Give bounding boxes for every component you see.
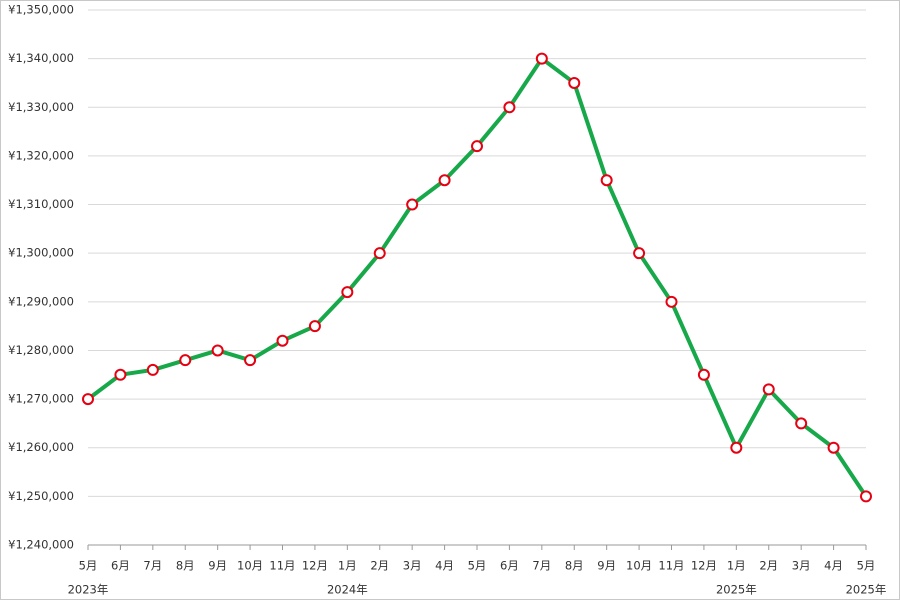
x-tick-label: 2月 (759, 559, 778, 573)
marker (503, 101, 516, 114)
marker (179, 354, 192, 367)
y-tick-label: ¥1,240,000 (8, 538, 74, 552)
year-label: 2023年 (68, 583, 109, 597)
x-tick-label: 5月 (857, 559, 876, 573)
x-tick-label: 8月 (565, 559, 584, 573)
marker (795, 417, 808, 430)
x-tick-label: 1月 (338, 559, 357, 573)
x-tick-label: 1月 (727, 559, 746, 573)
x-tick-label: 8月 (176, 559, 195, 573)
marker (82, 393, 94, 406)
marker (471, 140, 483, 153)
year-label: 2025年 (846, 583, 887, 597)
x-tick-label: 3月 (792, 559, 811, 573)
x-tick-label: 3月 (403, 559, 422, 573)
x-tick-label: 4月 (435, 559, 454, 573)
marker (762, 383, 775, 396)
marker (860, 490, 872, 503)
y-tick-label: ¥1,270,000 (8, 392, 74, 406)
x-tick-label: 5月 (79, 559, 98, 573)
x-tick-label: 11月 (269, 559, 295, 573)
marker (568, 76, 581, 89)
x-tick-label: 9月 (597, 559, 616, 573)
marker (146, 363, 159, 376)
year-label: 2024年 (327, 583, 368, 597)
x-tick-label: 12月 (691, 559, 717, 573)
y-tick-label: ¥1,250,000 (8, 489, 74, 503)
x-tick-label: 7月 (532, 559, 551, 573)
marker (341, 286, 354, 299)
x-tick-label: 2月 (370, 559, 389, 573)
x-tick-label: 12月 (302, 559, 328, 573)
marker (600, 174, 613, 187)
marker (665, 295, 678, 308)
marker (211, 344, 224, 357)
marker (827, 441, 840, 454)
marker (373, 247, 386, 260)
marker (244, 354, 257, 367)
x-tick-label: 4月 (824, 559, 843, 573)
marker (697, 368, 710, 381)
year-label: 2025年 (716, 583, 757, 597)
marker (276, 334, 289, 347)
y-tick-label: ¥1,290,000 (8, 294, 74, 308)
y-tick-label: ¥1,260,000 (8, 440, 74, 454)
marker (406, 198, 419, 211)
marker (633, 247, 646, 260)
marker (730, 441, 743, 454)
x-tick-label: 6月 (111, 559, 130, 573)
y-tick-label: ¥1,310,000 (8, 197, 74, 211)
y-tick-label: ¥1,330,000 (8, 100, 74, 114)
y-tick-label: ¥1,340,000 (8, 51, 74, 65)
marker (114, 368, 127, 381)
y-tick-label: ¥1,280,000 (8, 343, 74, 357)
x-tick-label: 10月 (237, 559, 263, 573)
x-tick-label: 7月 (143, 559, 162, 573)
x-tick-label: 11月 (658, 559, 684, 573)
y-tick-label: ¥1,350,000 (8, 3, 74, 17)
x-tick-label: 6月 (500, 559, 519, 573)
y-tick-label: ¥1,300,000 (8, 246, 74, 260)
marker (308, 320, 321, 333)
x-tick-label: 9月 (208, 559, 227, 573)
x-tick-label: 10月 (626, 559, 652, 573)
y-tick-label: ¥1,320,000 (8, 148, 74, 162)
marker (535, 52, 548, 65)
x-tick-label: 5月 (468, 559, 487, 573)
marker (438, 174, 451, 187)
